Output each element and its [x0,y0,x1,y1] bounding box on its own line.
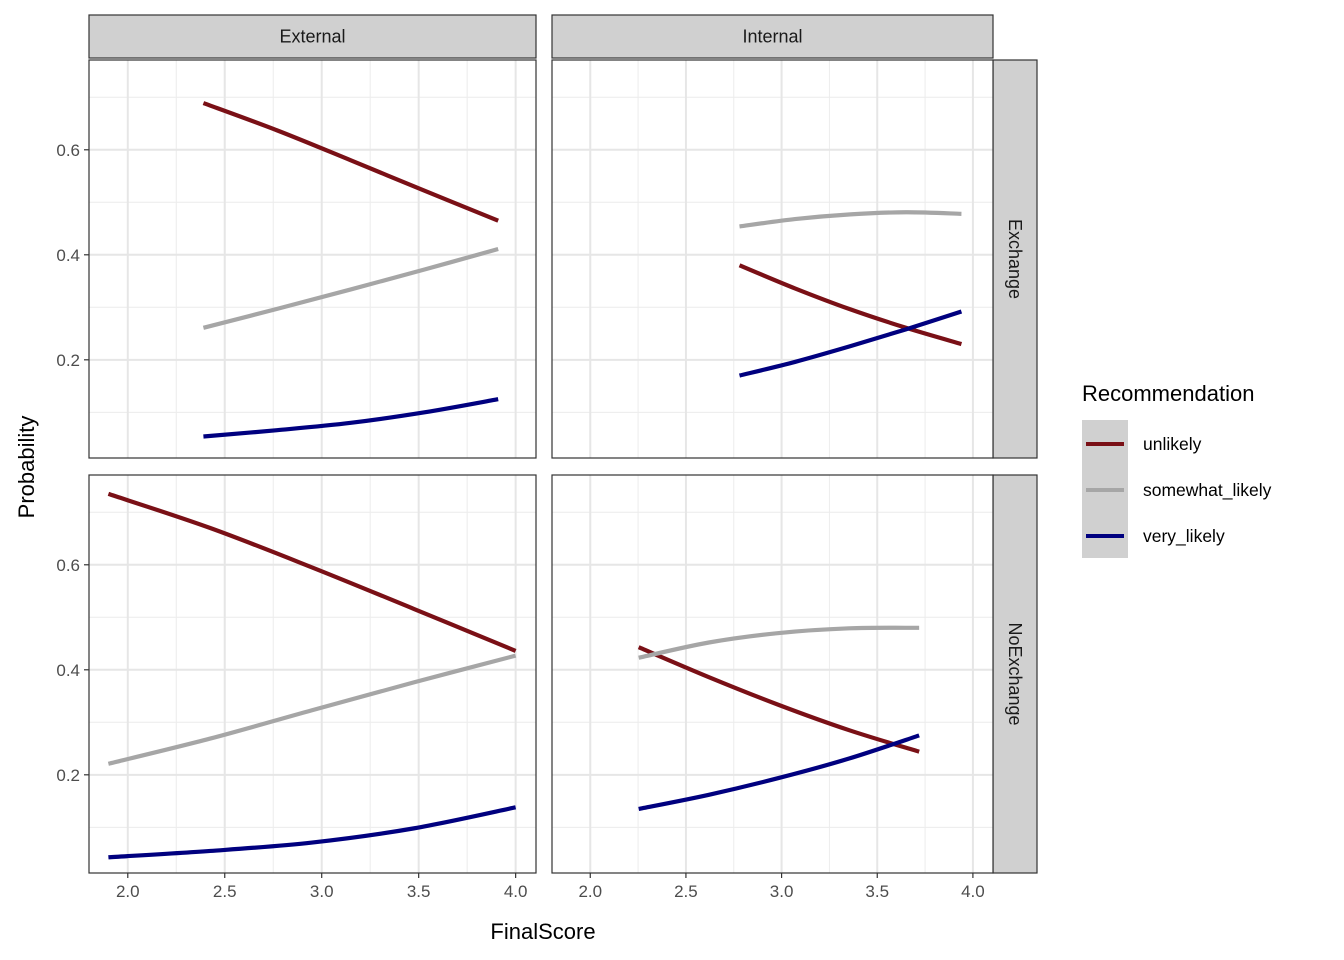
x-tick-label: 2.0 [578,882,602,901]
series-line-unlikely [202,101,499,223]
series-line-very-likely [203,397,499,439]
legend-item-very-likely: very_likely [1086,526,1225,547]
panel-border [88,474,537,874]
series-line-unlikely [738,263,963,347]
series-line-somewhat-likely [202,247,499,330]
legend-label-somewhat-likely: somewhat_likely [1143,480,1272,501]
panel-internal-noexchange: 2.0 2.5 3.0 3.5 4.0 [551,474,994,901]
series-line-very-likely [738,309,963,378]
y-tick-label: 0.2 [56,766,80,785]
strip-label-exchange: Exchange [1005,219,1025,299]
x-tick-label: 2.5 [213,882,237,901]
strip-label-internal: Internal [742,27,802,47]
x-tick-label: 3.5 [865,882,889,901]
legend-label-unlikely: unlikely [1143,434,1202,454]
strip-background [551,14,994,59]
series-line-very-likely [638,733,920,812]
x-tick-label: 4.0 [961,882,985,901]
strip-label-external: External [279,27,345,47]
panel-background [552,60,993,458]
strip-label-noexchange: NoExchange [1005,622,1025,725]
strip-background [992,474,1038,874]
panel-internal-exchange [551,59,994,459]
y-axis-title: Probability [14,416,39,519]
series-line-unlikely [107,491,517,653]
x-tick-label: 2.5 [674,882,698,901]
legend-title: Recommendation [1082,381,1254,406]
legend: Recommendation unlikely somewhat_likely … [1082,381,1272,558]
series-line-somewhat-likely [739,210,962,229]
facet-strip-exchange: Exchange [992,59,1038,459]
y-tick-label: 0.2 [56,351,80,370]
x-tick-label: 3.5 [407,882,431,901]
facet-strip-noexchange: NoExchange [992,474,1038,874]
y-tick-label: 0.4 [56,246,80,265]
y-tick-label: 0.6 [56,141,80,160]
panel-border [551,59,994,459]
panel-background [552,475,993,873]
strip-background [88,14,537,59]
legend-label-very-likely: very_likely [1143,526,1225,547]
series-line-somewhat-likely [107,653,517,766]
x-tick-label: 4.0 [504,882,528,901]
legend-item-unlikely: unlikely [1086,434,1202,454]
panel-background [89,475,536,873]
facet-strip-external: External [88,14,537,59]
x-tick-label: 3.0 [770,882,794,901]
series-line-unlikely [637,645,920,754]
x-axis-title: FinalScore [490,919,595,944]
panel-border [88,59,537,459]
panel-external-exchange: 0.2 0.4 0.6 [56,59,537,459]
legend-item-somewhat-likely: somewhat_likely [1086,480,1272,501]
y-tick-label: 0.6 [56,556,80,575]
facet-strip-internal: Internal [551,14,994,59]
panel-border [551,474,994,874]
x-tick-label: 3.0 [310,882,334,901]
series-line-somewhat-likely [638,625,920,660]
y-tick-label: 0.4 [56,661,80,680]
panel-external-noexchange: 0.2 0.4 0.6 2.0 2.5 3.0 3.5 4.0 [56,474,537,901]
x-tick-label: 2.0 [116,882,140,901]
series-line-very-likely [108,805,517,860]
